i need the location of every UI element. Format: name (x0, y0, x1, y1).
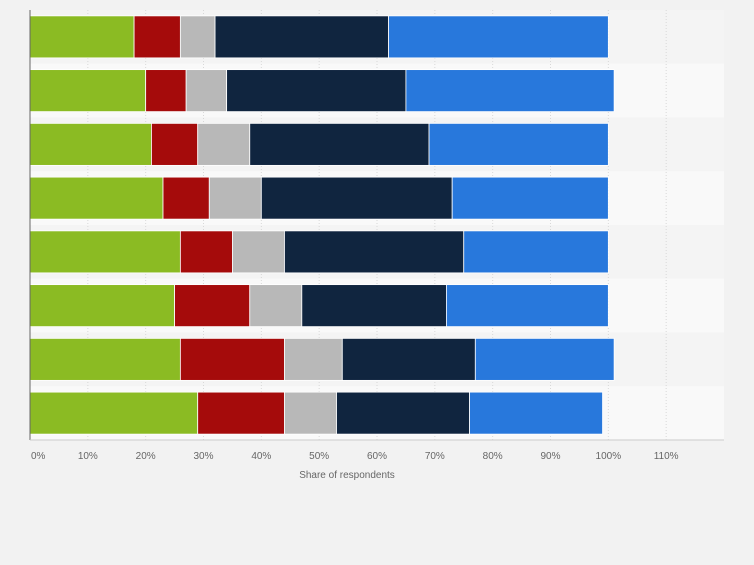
bar-segment[interactable] (145, 69, 187, 113)
bar-segment[interactable] (29, 176, 164, 220)
bar-segment[interactable] (388, 15, 609, 59)
bar-segment[interactable] (29, 284, 175, 328)
bar-segment[interactable] (284, 337, 343, 381)
bar-segment[interactable] (197, 391, 285, 435)
x-tick-label: 10% (78, 451, 98, 462)
bar-segment[interactable] (151, 122, 199, 166)
bar-segment[interactable] (249, 122, 430, 166)
x-tick-label: 60% (367, 451, 387, 462)
x-tick-label: 90% (540, 451, 560, 462)
bar-segment[interactable] (284, 230, 465, 274)
x-tick-label: 0% (31, 451, 46, 462)
bar-segment[interactable] (29, 337, 181, 381)
bar-segment[interactable] (162, 176, 210, 220)
bar-segment[interactable] (405, 69, 615, 113)
bar-segment[interactable] (284, 391, 337, 435)
bar-segment[interactable] (474, 337, 615, 381)
bar-segment[interactable] (29, 122, 152, 166)
bar-segment[interactable] (197, 122, 251, 166)
bar-segment[interactable] (133, 15, 181, 59)
bar-segment[interactable] (214, 15, 389, 59)
bar-segment[interactable] (208, 176, 262, 220)
bar-segment[interactable] (29, 15, 135, 59)
bar-segment[interactable] (174, 284, 251, 328)
bar-segment[interactable] (179, 337, 285, 381)
bar-segment[interactable] (463, 230, 609, 274)
bar-segment[interactable] (179, 15, 216, 59)
bar-segment[interactable] (341, 337, 476, 381)
x-tick-label: 110% (654, 451, 679, 462)
bar-segment[interactable] (29, 391, 199, 435)
bar-segment[interactable] (445, 284, 609, 328)
bar-segment[interactable] (428, 122, 609, 166)
x-tick-label: 20% (136, 451, 156, 462)
x-tick-label: 50% (309, 451, 329, 462)
x-axis-title: Share of respondents (299, 470, 395, 481)
x-tick-label: 80% (483, 451, 503, 462)
bar-segment[interactable] (179, 230, 233, 274)
bar-segment[interactable] (29, 230, 181, 274)
bar-segment[interactable] (336, 391, 470, 435)
bar-segment[interactable] (226, 69, 407, 113)
bar-segment[interactable] (451, 176, 609, 220)
x-tick-label: 100% (596, 451, 622, 462)
bar-segment[interactable] (185, 69, 228, 113)
bar-segment[interactable] (469, 391, 603, 435)
x-tick-label: 30% (193, 451, 213, 462)
bar-segment[interactable] (232, 230, 285, 274)
x-tick-label: 70% (425, 451, 445, 462)
bar-segment[interactable] (260, 176, 453, 220)
bar-segment[interactable] (29, 69, 147, 113)
x-tick-label: 40% (251, 451, 271, 462)
bar-segment[interactable] (249, 284, 303, 328)
bar-segment[interactable] (301, 284, 447, 328)
